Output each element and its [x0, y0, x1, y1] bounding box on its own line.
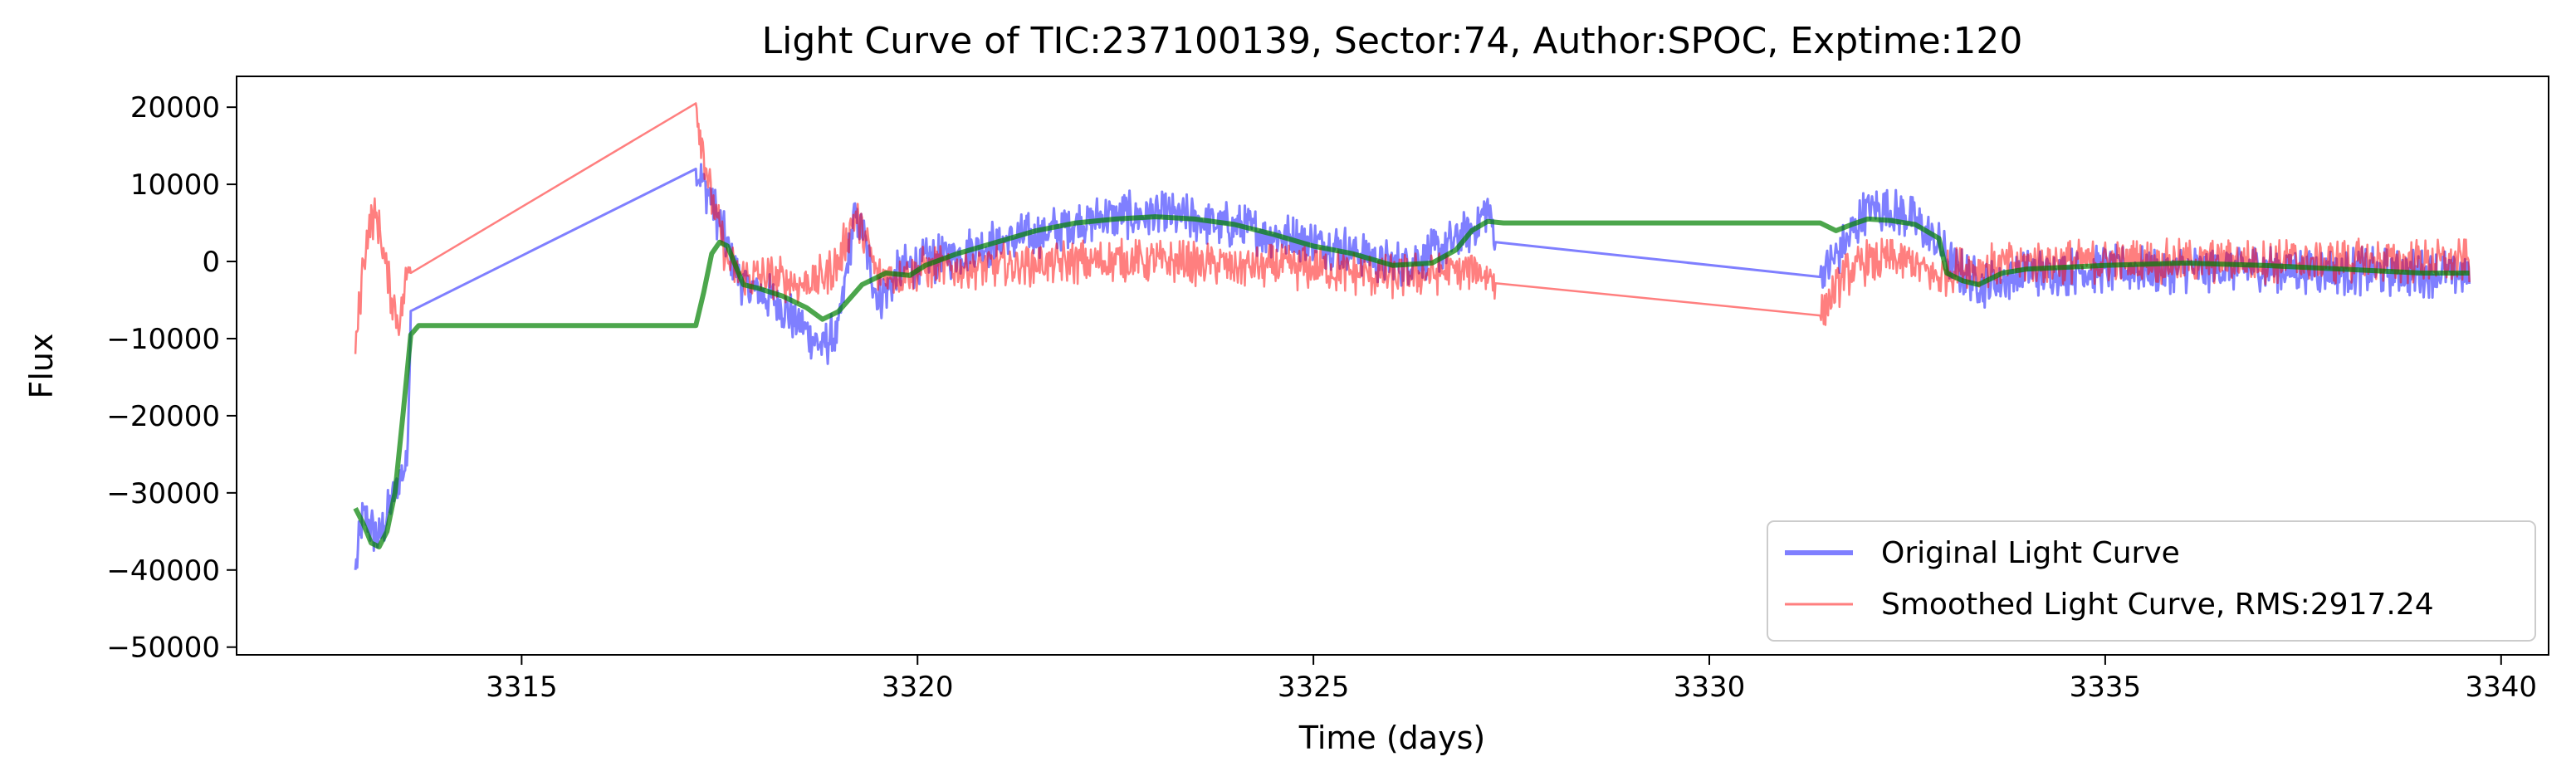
x-tick-label: 3335 — [2070, 671, 2142, 704]
y-tick-label: 0 — [202, 246, 220, 279]
x-tick-label: 3340 — [2466, 671, 2538, 704]
legend-label-original: Original Light Curve — [1881, 536, 2180, 570]
plot-area — [353, 102, 2471, 570]
series-trend-line — [353, 214, 2470, 549]
y-tick-label: 20000 — [130, 91, 220, 124]
legend-box — [1767, 520, 2536, 642]
x-axis: 3315 3320 3325 3330 3335 3340 — [486, 655, 2537, 704]
x-axis-label: Time (days) — [1298, 720, 1485, 756]
x-tick-label: 3320 — [882, 671, 954, 704]
y-axis: −50000 −40000 −30000 −20000 −10000 0 10000 2000… — [106, 91, 237, 665]
legend-label-smoothed: Smoothed Light Curve, RMS:2917.24 — [1881, 588, 2434, 622]
y-axis-label: Flux — [23, 334, 60, 399]
x-tick-label: 3325 — [1278, 671, 1350, 704]
series-original-line — [354, 163, 2471, 570]
y-tick-label: −10000 — [106, 323, 220, 356]
y-tick-label: 10000 — [130, 168, 220, 202]
chart-title: Light Curve of TIC:237100139, Sector:74,… — [762, 20, 2023, 62]
y-tick-label: −50000 — [106, 632, 220, 665]
x-tick-label: 3330 — [1674, 671, 1746, 704]
plot-frame — [236, 76, 2549, 656]
y-tick-label: −30000 — [106, 477, 220, 510]
legend: Original Light Curve Smoothed Light Curv… — [1767, 520, 2536, 642]
series-smoothed-line — [354, 102, 2471, 354]
x-tick-label: 3315 — [486, 671, 558, 704]
y-tick-label: −20000 — [106, 400, 220, 433]
y-tick-label: −40000 — [106, 554, 220, 588]
